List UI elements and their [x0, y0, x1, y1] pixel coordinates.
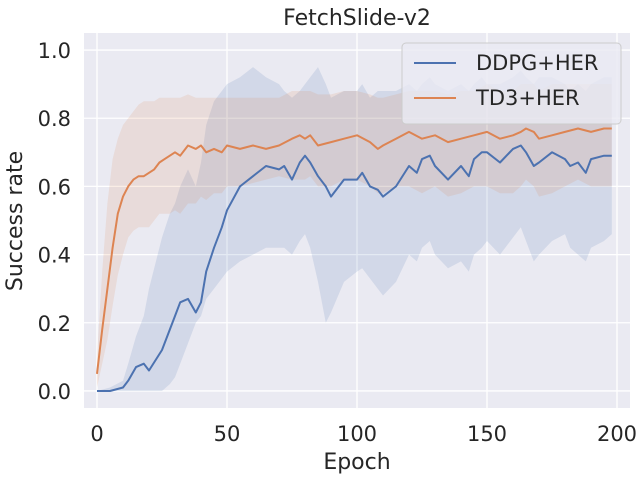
band-td3-her	[97, 84, 612, 388]
legend-label-ddpg: DDPG+HER	[476, 51, 599, 75]
y-tick-label: 0.0	[38, 380, 71, 404]
legend-box	[401, 42, 622, 125]
y-axis-label: Success rate	[3, 151, 28, 291]
x-tick-label: 150	[467, 422, 507, 446]
y-tick-label: 0.2	[38, 312, 71, 336]
x-tick-label: 0	[90, 422, 103, 446]
x-axis-label: Epoch	[323, 450, 390, 475]
legend: DDPG+HER TD3+HER	[401, 42, 622, 125]
line-td3-her	[96, 127, 612, 375]
legend-label-td3: TD3+HER	[475, 86, 580, 110]
y-tick-label: 0.4	[38, 244, 71, 268]
x-tick-labels: 0 50 100 150 200	[90, 422, 637, 446]
y-tick-label: 0.6	[38, 175, 71, 199]
x-tick-label: 50	[214, 422, 241, 446]
x-tick-label: 200	[597, 422, 637, 446]
y-tick-labels: 0.0 0.2 0.4 0.6 0.8 1.0	[38, 39, 71, 404]
series-lines	[96, 127, 612, 392]
y-tick-label: 0.8	[38, 107, 71, 131]
x-tick-label: 100	[337, 422, 377, 446]
line-ddpg-her	[97, 144, 612, 392]
y-tick-label: 1.0	[38, 39, 71, 63]
chart-title: FetchSlide-v2	[283, 6, 431, 31]
